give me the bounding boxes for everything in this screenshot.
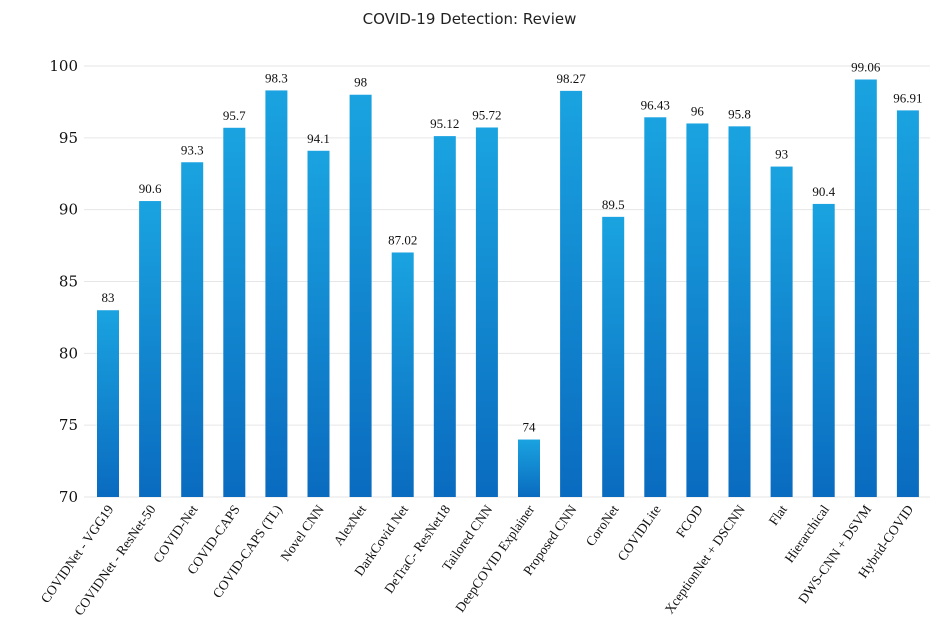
data-label: 96.43 [641,97,670,112]
bar [770,166,793,498]
data-label: 74 [523,420,537,435]
bar [686,123,709,497]
bar [812,203,835,498]
data-label: 89.5 [602,197,625,212]
bar [391,252,414,497]
x-category-label: DWS-CNN + DSVM [795,502,874,606]
y-tick-label: 90 [59,201,78,219]
data-label: 95.8 [728,106,751,121]
data-labels: 83 90.6 93.3 95.7 98.3 94.1 98 87.02 95.12 95.72 7… [102,60,923,435]
bar [139,201,162,497]
data-label: 90.6 [139,181,162,196]
bar [349,94,372,497]
data-label: 93 [775,147,788,162]
data-label: 99.06 [851,60,881,75]
data-label: 96 [691,103,705,118]
x-category-label: FCOD [673,502,706,540]
bar [97,310,119,497]
bars [97,79,919,498]
bar [728,126,751,497]
bar [854,79,877,497]
x-category-label: COVIDLite [614,502,663,563]
data-label: 98.3 [265,70,288,85]
grid-lines [84,65,930,498]
data-label: 94.1 [307,131,330,146]
data-label: 87.02 [388,232,417,247]
y-axis-ticks: 70 75 80 85 90 95 100 [49,57,78,506]
y-tick-label: 85 [59,273,78,291]
data-label: 98.27 [556,71,586,86]
data-label: 98 [354,75,367,90]
y-tick-label: 75 [59,416,78,434]
bar [433,136,456,498]
x-category-label: XceptionNet + DSCNN [662,502,748,617]
bar [223,127,246,497]
bar [265,90,288,497]
x-category-label: Novel CNN [277,502,327,564]
bar [602,216,625,497]
x-category-label: AlexNet [331,502,370,548]
data-label: 95.12 [430,116,459,131]
y-tick-label: 100 [49,57,78,75]
x-category-label: CoroNet [583,502,622,549]
data-label: 93.3 [181,142,204,157]
y-tick-label: 95 [59,129,78,147]
chart-title: COVID-19 Detection: Review [362,10,577,28]
y-tick-label: 80 [59,344,78,362]
x-category-label: DeepCOVID Explainer [452,502,537,615]
x-category-label: COVIDNet - VGG19 [38,502,117,606]
x-category-label: COVIDNet - ResNet-50 [71,502,159,618]
bar [518,439,540,497]
bar [896,110,919,497]
x-category-label: Flat [766,502,790,528]
data-label: 90.4 [812,184,835,199]
bar [181,162,204,498]
data-label: 95.72 [472,107,501,122]
data-label: 83 [102,290,115,305]
data-label: 95.7 [223,108,246,123]
data-label: 96.91 [893,90,922,105]
y-tick-label: 70 [59,488,78,506]
bar [644,117,667,497]
bar [307,150,330,497]
bar [560,90,583,497]
bar [475,127,498,498]
